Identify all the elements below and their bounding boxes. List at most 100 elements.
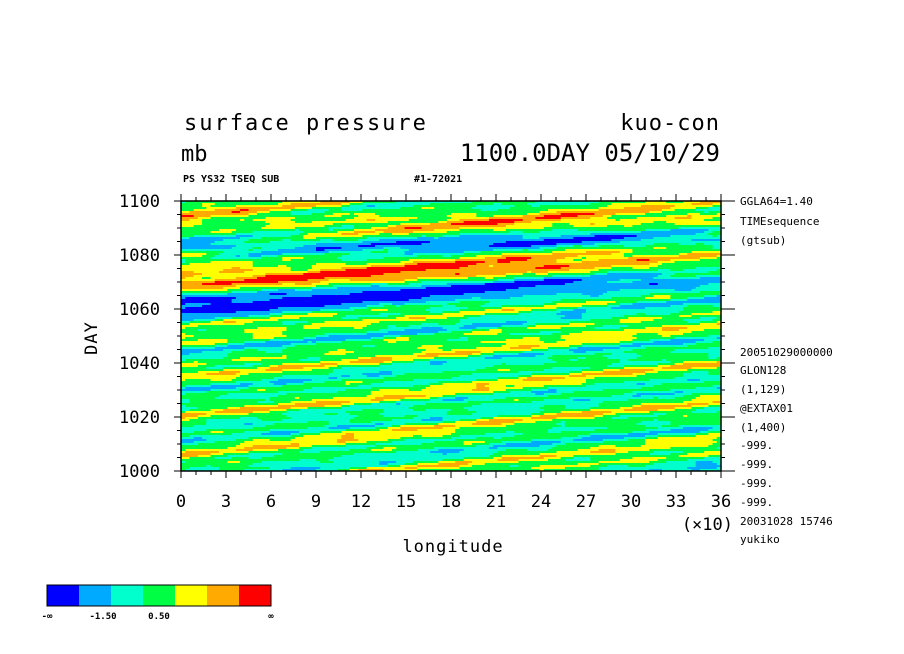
heatmap-cell [670,351,721,354]
heatmap-cell [181,269,224,272]
heatmap-cell [370,383,431,386]
heatmap-cell [645,327,663,330]
heatmap-cell [185,379,212,382]
heatmap-cell [311,221,389,224]
heatmap-cell [649,469,663,471]
heatmap-cell [197,325,304,328]
heatmap-cell [619,289,676,292]
heatmap-cell [459,327,477,330]
heatmap-cell [640,405,693,408]
heatmap-cell [324,253,351,256]
heatmap-cell [716,269,721,272]
heatmap-cell [375,423,385,426]
heatmap-cell [362,381,385,384]
x-tick-label: 18 [441,492,461,512]
heatmap-cell [328,335,385,338]
heatmap-cell [214,365,254,368]
heatmap-cell [181,261,186,264]
heatmap-cell [286,355,376,358]
heatmap-cell [193,275,254,278]
heatmap-cell [383,335,401,338]
heatmap-cell [632,249,721,252]
heatmap-cell [379,363,393,366]
heatmap-cell [400,223,431,226]
heatmap-cell [636,301,667,304]
heatmap-cell [349,293,465,296]
heatmap-cell [375,355,418,358]
heatmap-cell [408,283,448,286]
heatmap-cell [181,421,207,424]
heatmap-cell [244,323,283,326]
heatmap-cell [396,401,469,404]
heatmap-cell [678,315,693,318]
heatmap-cell [548,431,562,434]
heatmap-cell [661,209,676,212]
heatmap-cell [501,345,520,348]
heatmap-cell [429,451,461,454]
heatmap-cell [670,259,701,262]
heatmap-cell [438,397,456,400]
heatmap-cell [320,359,342,362]
heatmap-cell [564,423,638,426]
heatmap-cell [425,387,477,390]
heatmap-cell [670,299,688,302]
heatmap-cell [674,209,697,212]
heatmap-cell [181,427,254,430]
heatmap-cell [636,313,646,316]
heatmap-cell [425,235,444,238]
heatmap-cell [442,435,461,438]
heatmap-cell [581,293,604,296]
heatmap-cell [214,279,245,282]
heatmap-cell [256,211,271,214]
heatmap-cell [273,383,288,386]
heatmap-cell [463,253,503,256]
heatmap-cell [632,267,650,270]
heatmap-cell [202,437,250,440]
heatmap-cell [286,347,418,350]
heatmap-cell [695,275,721,278]
heatmap-cell [708,403,721,406]
heatmap-cell [564,407,591,410]
heatmap-cell [286,411,347,414]
heatmap-cell [421,345,444,348]
heatmap-cell [611,253,625,256]
heatmap-cell [539,465,591,468]
heatmap-cell [366,263,406,266]
y-axis-title: DAY [82,321,102,355]
heatmap-cell [636,393,676,396]
heatmap-cell [590,275,659,278]
heatmap-cell [282,351,330,354]
heatmap-cell [252,335,288,338]
heatmap-cell [261,433,292,436]
heatmap-cell [636,353,709,356]
heatmap-cell [252,423,275,426]
heatmap-cell [581,345,621,348]
heatmap-cell [683,373,709,376]
heatmap-cell [303,367,330,370]
heatmap-cell [611,411,650,414]
heatmap-cell [602,413,617,416]
heatmap-cell [214,255,237,258]
heatmap-cell [623,245,646,248]
heatmap-cell [252,219,292,222]
heatmap-cell [560,425,566,428]
heatmap-cell [602,215,612,218]
heatmap-cell [716,447,721,450]
heatmap-cell [674,273,721,276]
heatmap-cell [303,257,338,260]
heatmap-cell [320,361,351,364]
heatmap-cell [484,261,499,264]
heatmap-cell [223,321,237,324]
heatmap-cell [379,429,393,432]
heatmap-cell [235,445,254,448]
heatmap-cell [687,305,714,308]
heatmap-cell [282,257,304,260]
heatmap-cell [493,399,515,402]
heatmap-cell [594,417,612,420]
heatmap-cell [261,419,283,422]
heatmap-cell [661,335,671,338]
heatmap-cell [564,283,650,286]
heatmap-cell [404,251,465,254]
heatmap-cell [316,459,330,462]
heatmap-cell [716,295,721,298]
